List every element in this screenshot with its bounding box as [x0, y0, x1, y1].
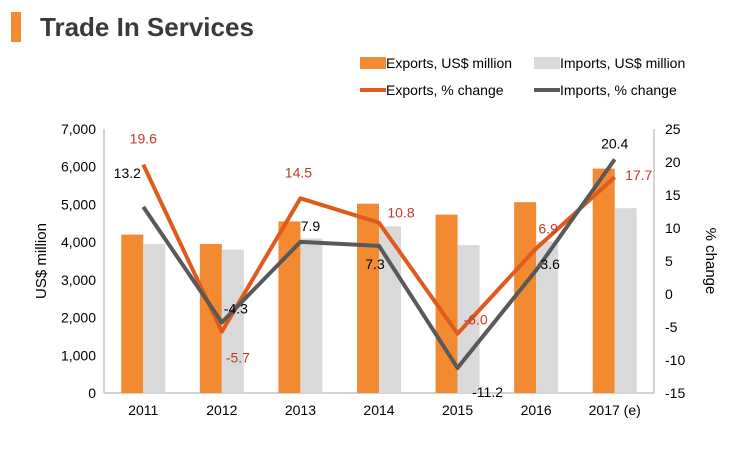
right-tick-label: 15 [665, 187, 681, 203]
exports-bar [592, 168, 615, 393]
exports-bar [278, 221, 301, 393]
x-tick-label: 2011 [128, 402, 158, 418]
imports-change-label: -11.2 [472, 384, 503, 400]
imports-bar [536, 241, 559, 393]
exports-bar [199, 244, 222, 393]
left-tick-label: 4,000 [61, 234, 96, 250]
imports-change-label: 13.2 [114, 165, 141, 181]
left-tick-label: 7,000 [61, 121, 96, 137]
legend-label-3: Imports, % change [560, 82, 677, 98]
x-tick-label: 2013 [285, 402, 316, 418]
imports-bar [300, 238, 323, 393]
exports-change-label: 10.8 [387, 205, 414, 221]
exports-bar [514, 202, 537, 393]
left-tick-label: 5,000 [61, 196, 96, 212]
title-accent-bar [11, 12, 21, 42]
left-axis-title: US$ million [33, 223, 50, 299]
imports-change-line [141, 158, 617, 370]
x-tick-label: 2014 [363, 402, 394, 418]
exports-change-label: 19.6 [130, 131, 157, 147]
x-tick-label: 2012 [206, 402, 237, 418]
left-tick-label: 6,000 [61, 159, 96, 175]
right-tick-label: 20 [665, 154, 681, 170]
legend-label-2: Exports, % change [386, 82, 504, 98]
left-tick-label: 2,000 [61, 310, 96, 326]
right-tick-label: 0 [665, 286, 673, 302]
exports-change-line [141, 163, 617, 336]
exports-change-label: 14.5 [285, 164, 312, 180]
imports-change-label: -4.3 [224, 300, 248, 316]
right-axis-title: % change [702, 228, 719, 295]
imports-bar [143, 244, 166, 393]
exports-change-label: 6.9 [538, 220, 558, 236]
left-tick-label: 3,000 [61, 272, 96, 288]
x-tick-label: 2015 [442, 402, 473, 418]
imports-bar [614, 208, 637, 393]
exports-bar [435, 214, 458, 393]
legend-swatch-0 [360, 57, 386, 69]
chart-title: Trade In Services [40, 12, 254, 42]
x-tick-label: 2016 [521, 402, 552, 418]
imports-change-label: 20.4 [601, 135, 628, 151]
left-tick-label: 1,000 [61, 347, 96, 363]
imports-change-label: 7.3 [365, 256, 385, 272]
legend-swatch-1 [534, 57, 560, 69]
exports-change-label: 17.7 [625, 167, 652, 183]
right-tick-label: -5 [665, 319, 678, 335]
x-tick-label: 2017 (e) [589, 402, 641, 418]
imports-change-label: 3.6 [540, 256, 560, 272]
exports-bar [357, 203, 379, 393]
legend-label-0: Exports, US$ million [386, 55, 512, 71]
left-tick-label: 0 [88, 385, 96, 401]
right-tick-label: 5 [665, 253, 673, 269]
exports-change-label: -6.0 [464, 312, 488, 328]
imports-change-label: 7.9 [301, 218, 321, 234]
right-tick-label: -10 [665, 352, 685, 368]
legend-label-1: Imports, US$ million [560, 55, 685, 71]
right-tick-label: -15 [665, 385, 685, 401]
imports-bar [221, 249, 244, 393]
right-tick-label: 10 [665, 220, 681, 236]
exports-change-label: -5.7 [226, 350, 250, 366]
exports-bar [121, 234, 144, 393]
right-tick-label: 25 [665, 121, 681, 137]
